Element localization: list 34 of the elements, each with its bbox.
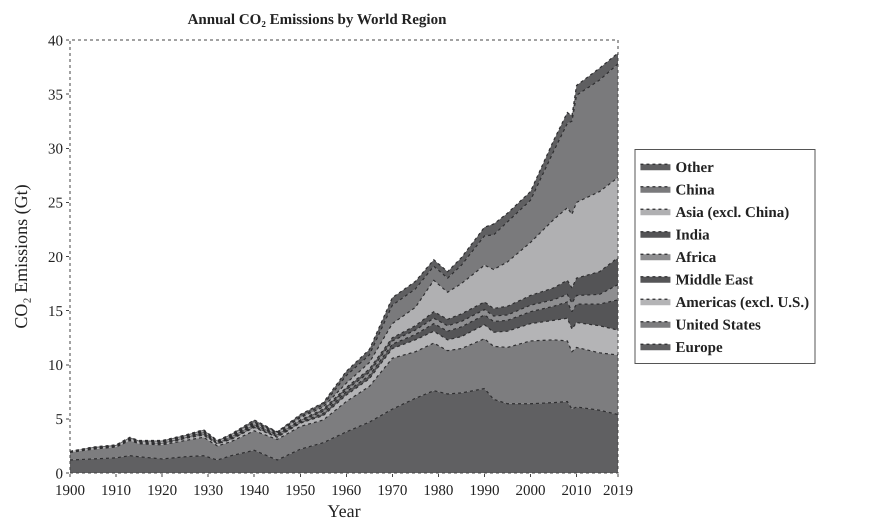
legend-label: United States [675,318,762,334]
legend-label: India [675,228,710,244]
y-tick-label: 5 [56,412,63,428]
x-tick-label: 1960 [331,483,362,499]
x-tick-label: 1930 [193,483,224,499]
legend-label: Other [675,160,714,176]
y-tick-label: 30 [48,142,63,158]
x-tick-label: 1990 [469,483,500,499]
legend-label: Middle East [675,272,754,289]
y-tick-label: 0 [56,466,63,482]
y-tick-label: 35 [48,87,63,104]
x-tick-label: 1920 [147,483,178,499]
x-tick-label: 1980 [423,483,454,499]
x-tick-label: 2010 [562,483,592,499]
x-tick-label: 1910 [101,483,132,499]
y-tick-label: 15 [48,304,63,320]
chart-title: Annual CO₂ Emissions by World Region [188,12,448,28]
x-tick-label: 1970 [377,483,408,499]
legend-label: China [675,182,716,199]
legend-label: Africa [675,250,717,266]
y-axis-title: CO₂ Emissions (Gt) [11,184,32,329]
x-tick-label: 2019 [603,483,633,499]
x-axis-title: Year [327,501,361,522]
legend-label: Europe [675,340,724,356]
x-tick-label: 2000 [516,483,546,499]
y-tick-label: 20 [48,250,63,266]
x-tick-label: 1940 [239,483,270,499]
y-tick-label: 40 [48,33,63,50]
y-tick-label: 10 [48,358,63,374]
x-tick-label: 1900 [55,483,85,499]
legend-label: Asia (excl. China) [675,205,790,222]
x-tick-label: 1950 [285,483,316,499]
legend-label: Americas (excl. U.S.) [675,295,810,312]
y-tick-label: 25 [48,196,63,212]
